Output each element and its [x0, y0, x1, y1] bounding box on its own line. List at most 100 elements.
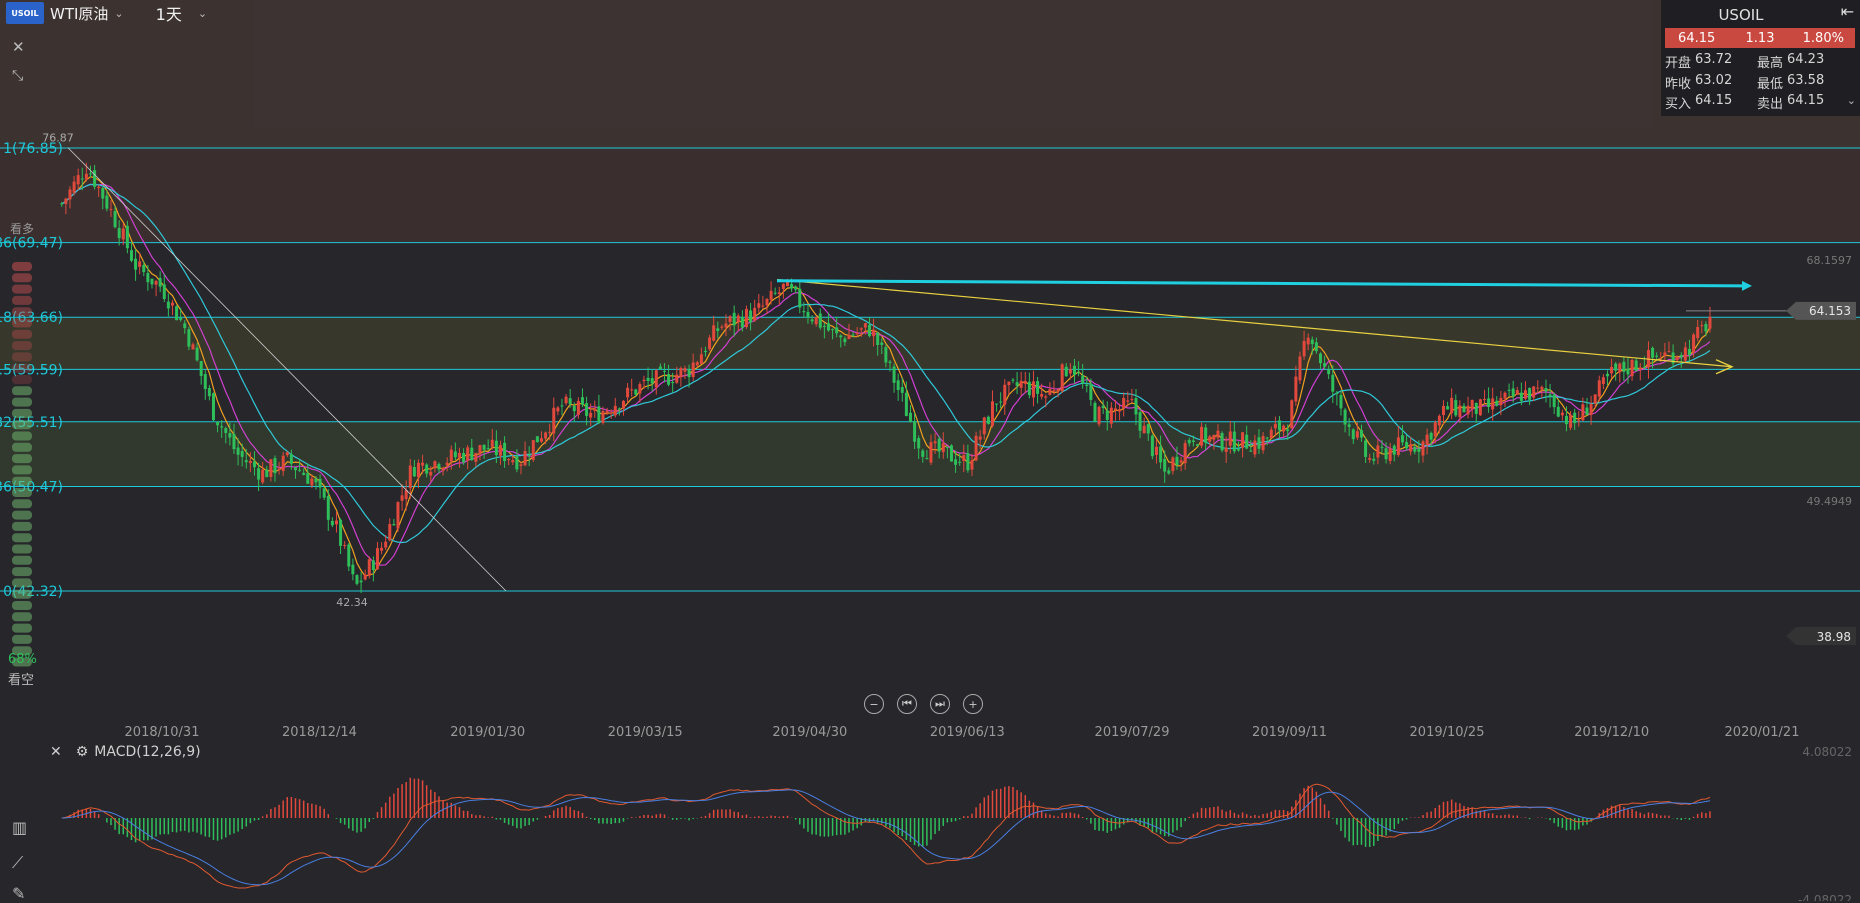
- candle-body: [990, 401, 994, 426]
- candle-body: [822, 325, 826, 327]
- candle-body: [1216, 430, 1220, 438]
- candle-body: [371, 560, 375, 571]
- sentiment-bar: [12, 262, 32, 667]
- candle-body: [539, 438, 543, 442]
- candle-body: [330, 520, 334, 526]
- chevron-down-icon[interactable]: ⌄: [114, 6, 124, 20]
- candle-body: [162, 284, 166, 299]
- candle-body: [1528, 387, 1532, 400]
- candle-body: [400, 495, 404, 501]
- candle-body: [1101, 405, 1105, 409]
- fib-band: [0, 148, 1860, 243]
- sentiment-segment: [12, 521, 32, 531]
- sentiment-segment: [12, 273, 32, 283]
- candle-body: [978, 436, 982, 440]
- candle-body: [433, 461, 437, 469]
- candle-body: [913, 421, 917, 442]
- candle-body: [1130, 399, 1134, 401]
- candle-body: [1048, 389, 1052, 395]
- candle-body: [1023, 380, 1027, 384]
- cyan-arrow-line: [776, 279, 1743, 288]
- candle-body: [486, 448, 490, 450]
- candle-body: [1405, 442, 1409, 449]
- candle-body: [876, 333, 880, 345]
- date-label: 2020/01/21: [1725, 725, 1800, 740]
- candle-body: [101, 187, 105, 199]
- macd-label: MACD(12,26,9): [94, 744, 201, 760]
- candle-body: [1228, 431, 1232, 446]
- candle-body: [974, 435, 978, 461]
- candle-body: [1085, 384, 1089, 386]
- candle-body: [1072, 365, 1076, 375]
- pencil-icon[interactable]: ✎: [12, 884, 26, 903]
- candle-body: [273, 458, 277, 474]
- candle-body: [1077, 372, 1081, 374]
- candle-body: [1314, 342, 1318, 352]
- candle-body: [1154, 446, 1158, 455]
- chevron-down-icon[interactable]: ⌄: [1846, 94, 1856, 107]
- candle-body: [650, 378, 654, 384]
- period-selector[interactable]: 1天: [155, 5, 182, 24]
- candle-body: [347, 544, 351, 567]
- price-bar: 64.15 1.13 1.80%: [1665, 28, 1855, 48]
- candle-body: [220, 426, 224, 428]
- candle-body: [1671, 352, 1675, 364]
- jump-end-button[interactable]: ⏭: [930, 694, 950, 714]
- symbol-name[interactable]: WTI原油: [50, 4, 109, 23]
- bear-label: 看空: [8, 673, 35, 688]
- candle-body: [556, 407, 560, 412]
- candle-body: [482, 444, 486, 450]
- candle-body: [1384, 448, 1388, 460]
- candle-body: [129, 250, 133, 261]
- candle-body: [872, 329, 876, 337]
- close-icon[interactable]: ✕: [50, 744, 62, 760]
- candle-body: [359, 580, 363, 583]
- jump-start-button[interactable]: ⏮: [897, 694, 917, 714]
- candle-body: [1417, 448, 1421, 452]
- trend-line-down: [67, 147, 507, 592]
- sentiment-segment: [12, 454, 32, 464]
- candle-body: [404, 490, 408, 500]
- candle-body: [835, 327, 839, 334]
- candle-body: [609, 412, 613, 414]
- candle-body: [339, 519, 343, 546]
- drawing-tool-icon[interactable]: ⟋: [12, 853, 24, 872]
- close-icon[interactable]: ✕: [12, 38, 25, 56]
- candlesticks: [60, 162, 1712, 593]
- candle-body: [1429, 432, 1433, 440]
- gear-icon[interactable]: ⚙: [75, 744, 89, 760]
- ma-line-20: [61, 183, 1711, 544]
- candle-body: [80, 178, 84, 180]
- candle-body: [1425, 434, 1429, 445]
- candle-body: [908, 412, 912, 422]
- candle-body: [1093, 402, 1097, 422]
- candle-body: [1614, 363, 1618, 371]
- candle-body: [232, 433, 236, 450]
- candle-body: [851, 334, 855, 336]
- candle-body: [1569, 414, 1573, 428]
- chart-type-icon[interactable]: ▥: [12, 818, 28, 837]
- zoom-out-button[interactable]: −: [864, 694, 884, 714]
- price-axis-upper: 68.1597: [1807, 254, 1853, 267]
- candle-body: [1089, 383, 1093, 400]
- chevron-down-icon[interactable]: ⌄: [197, 6, 208, 20]
- candle-body: [1290, 400, 1294, 429]
- collapse-icon[interactable]: ⤡: [12, 68, 24, 84]
- candle-body: [68, 189, 72, 200]
- candle-body: [888, 361, 892, 363]
- candle-body: [1441, 405, 1445, 416]
- candle-body: [1183, 443, 1187, 464]
- candle-body: [1265, 437, 1269, 439]
- candle-body: [494, 440, 498, 456]
- candle-body: [1064, 366, 1068, 377]
- exit-icon[interactable]: ⇤: [1840, 2, 1854, 21]
- candle-body: [1482, 399, 1486, 401]
- candle-body: [1134, 398, 1138, 415]
- candle-body: [982, 417, 986, 435]
- candle-body: [457, 452, 461, 458]
- candle-body: [1146, 424, 1150, 434]
- candle-body: [515, 456, 519, 470]
- candle-body: [1126, 400, 1130, 402]
- zoom-in-button[interactable]: +: [963, 694, 983, 714]
